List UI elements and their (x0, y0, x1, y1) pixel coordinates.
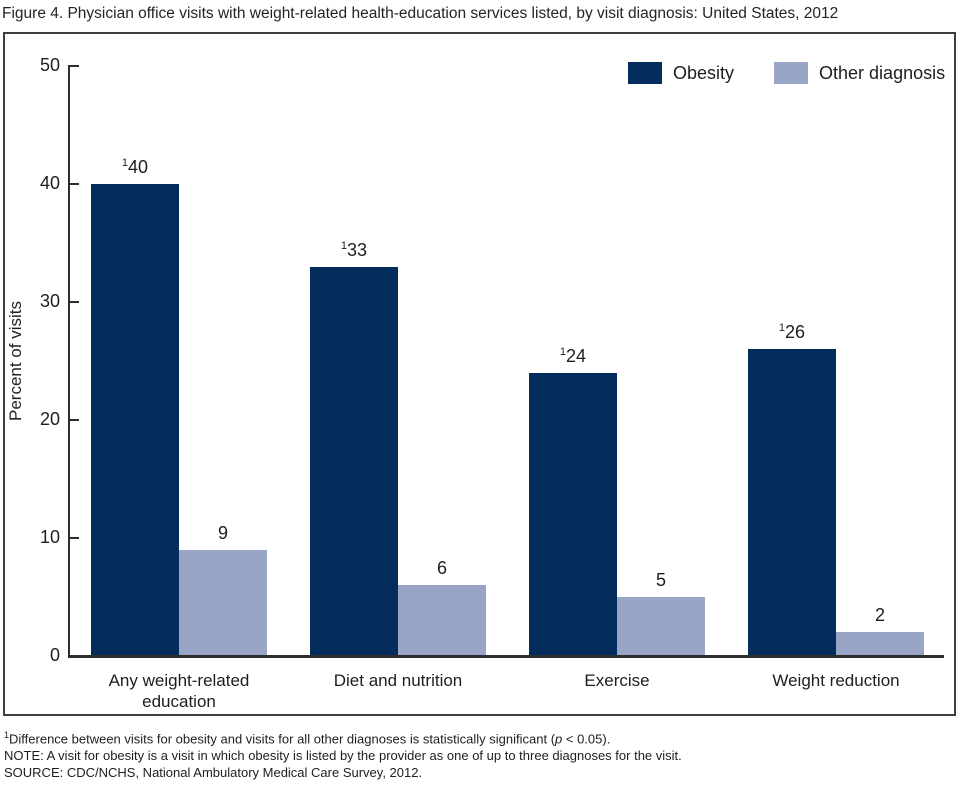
category-label: Diet and nutrition (333, 671, 463, 690)
y-tick-label: 40 (39, 173, 60, 193)
footnotes: 1Difference between visits for obesity a… (4, 727, 682, 781)
legend-swatch-other-diagnosis (774, 62, 809, 84)
y-axis-line (68, 66, 70, 656)
footnote-source: SOURCE: CDC/NCHS, National Ambulatory Me… (4, 765, 423, 781)
footnote-significance: 1Difference between visits for obesity a… (4, 730, 611, 747)
bar-obesity (310, 267, 398, 656)
y-tick (68, 537, 79, 539)
legend-swatch-obesity (628, 62, 662, 84)
bar-value-label: 6 (436, 558, 447, 578)
y-tick-label: 30 (39, 291, 60, 311)
bar-value-label: 2 (874, 605, 885, 625)
bar-value-label: 5 (655, 570, 666, 590)
category-label: Exercise (584, 671, 650, 690)
y-tick (68, 183, 79, 185)
y-tick-label: 10 (39, 527, 60, 547)
y-tick (68, 419, 79, 421)
bar-value-label: 124 (559, 346, 587, 366)
bar-obesity (91, 184, 179, 656)
bar-other-diagnosis (398, 585, 486, 656)
bar-value-label: 133 (340, 240, 368, 260)
chart-frame: 140 9 Any weight-related education 133 6 Diet… (3, 32, 956, 716)
footnote-note: NOTE: A visit for obesity is a visit in … (4, 748, 682, 764)
bar-obesity (748, 349, 836, 656)
category-label: Weight reduction (772, 671, 900, 690)
y-tick-label: 50 (39, 55, 60, 75)
figure-title: Figure 4. Physician office visits with w… (2, 5, 839, 22)
category-label: Any weight-related education (108, 671, 250, 711)
legend: Obesity Other diagnosis (628, 62, 945, 84)
bar-value-label: 140 (121, 157, 149, 177)
y-tick-label: 0 (49, 645, 60, 665)
footnote-superscript: 1 (4, 730, 10, 740)
y-axis-title: Percent of visits (6, 301, 25, 421)
x-axis-line (68, 655, 944, 658)
y-tick-label: 20 (39, 409, 60, 429)
bar-value-label: 9 (217, 523, 228, 543)
plot-area: 140 9 Any weight-related education 133 6 Diet… (5, 34, 954, 714)
bar-other-diagnosis (179, 550, 267, 656)
y-tick (68, 301, 79, 303)
bar-value-label: 126 (778, 322, 806, 342)
legend-label-other-diagnosis: Other diagnosis (819, 62, 946, 83)
y-tick (68, 65, 79, 67)
legend-label-obesity: Obesity (673, 62, 735, 83)
bar-other-diagnosis (617, 597, 705, 656)
bar-other-diagnosis (836, 632, 924, 656)
bar-obesity (529, 373, 617, 656)
